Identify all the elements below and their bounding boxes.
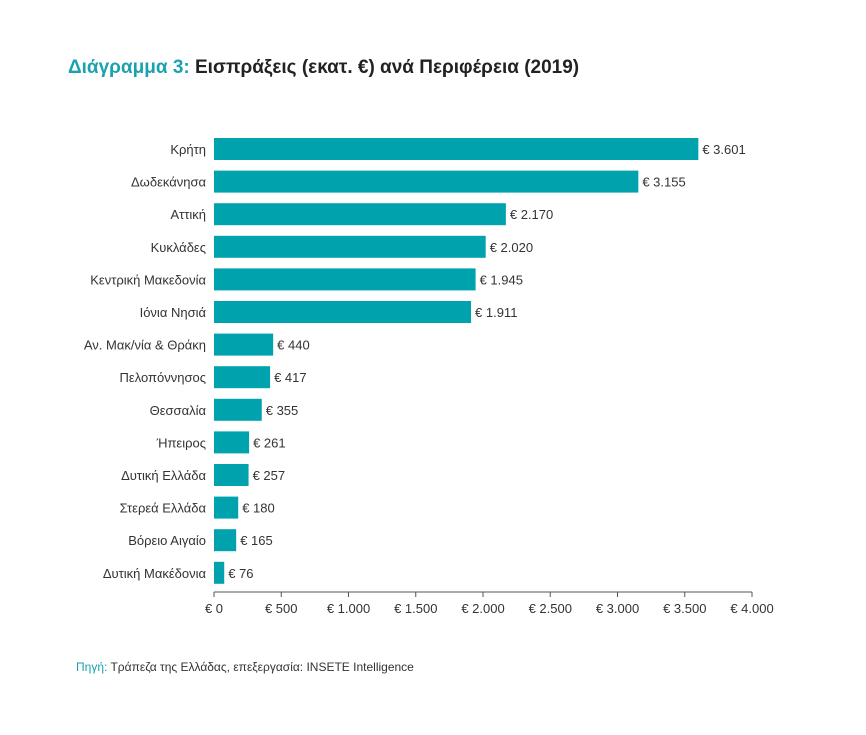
category-label: Ιόνια Νησιά xyxy=(140,305,207,320)
bar xyxy=(214,235,486,258)
value-label: € 355 xyxy=(266,403,299,418)
bar xyxy=(214,496,239,519)
x-tick-label: € 3.000 xyxy=(596,601,639,616)
value-label: € 3.601 xyxy=(702,142,745,157)
value-label: € 417 xyxy=(274,370,307,385)
bar xyxy=(214,529,237,552)
bar xyxy=(214,170,639,193)
category-label: Δωδεκάνησα xyxy=(131,175,206,190)
chart-title-text: Εισπράξεις (εκατ. €) ανά Περιφέρεια (201… xyxy=(189,57,580,78)
x-tick-label: € 0 xyxy=(205,601,223,616)
x-tick-label: € 4.000 xyxy=(730,601,773,616)
bar xyxy=(214,333,274,356)
category-label: Αν. Μακ/νία & Θράκη xyxy=(84,338,206,353)
x-tick-label: € 2.000 xyxy=(461,601,504,616)
value-label: € 165 xyxy=(240,533,273,548)
source-note: Πηγή: Τράπεζα της Ελλάδας, επεξεργασία: … xyxy=(76,660,414,674)
bar xyxy=(214,138,699,160)
bar xyxy=(214,366,271,389)
category-label: Κρήτη xyxy=(170,142,206,157)
x-tick-label: € 3.500 xyxy=(663,601,706,616)
value-label: € 440 xyxy=(277,338,310,353)
value-label: € 2.020 xyxy=(490,240,533,255)
bar xyxy=(214,268,476,291)
x-tick-label: € 1.000 xyxy=(327,601,370,616)
value-label: € 257 xyxy=(253,468,286,483)
category-label: Θεσσαλία xyxy=(150,403,207,418)
category-label: Κεντρική Μακεδονία xyxy=(90,272,206,287)
value-label: € 180 xyxy=(242,501,275,516)
category-label: Στερεά Ελλάδα xyxy=(120,501,207,516)
bar xyxy=(214,203,506,226)
bar xyxy=(214,561,225,584)
value-label: € 1.911 xyxy=(475,305,517,320)
category-label: Δυτική Μακέδονια xyxy=(103,566,207,581)
bar xyxy=(214,398,262,421)
x-tick-label: € 500 xyxy=(265,601,298,616)
x-tick-label: € 1.500 xyxy=(394,601,437,616)
value-label: € 3.155 xyxy=(642,175,685,190)
chart-title: Διάγραμμα 3: Εισπράξεις (εκατ. €) ανά Πε… xyxy=(68,57,579,79)
value-label: € 1.945 xyxy=(480,272,523,287)
category-label: Κυκλάδες xyxy=(151,240,206,255)
source-text: Τράπεζα της Ελλάδας, επεξεργασία: INSETE… xyxy=(107,660,414,674)
value-label: € 76 xyxy=(228,566,253,581)
source-label: Πηγή: xyxy=(76,660,108,674)
bar xyxy=(214,431,250,454)
x-tick-label: € 2.500 xyxy=(529,601,572,616)
chart-title-prefix: Διάγραμμα 3: xyxy=(68,57,190,78)
category-label: Δυτική Ελλάδα xyxy=(121,468,206,483)
category-label: Βόρειο Αιγαίο xyxy=(128,533,206,548)
value-label: € 261 xyxy=(253,435,286,450)
bar xyxy=(214,301,472,323)
category-label: Αττική xyxy=(170,207,206,222)
category-label: Ήπειρος xyxy=(156,435,206,450)
bar xyxy=(214,464,249,486)
value-label: € 2.170 xyxy=(510,207,553,222)
category-label: Πελοπόννησος xyxy=(120,370,206,385)
